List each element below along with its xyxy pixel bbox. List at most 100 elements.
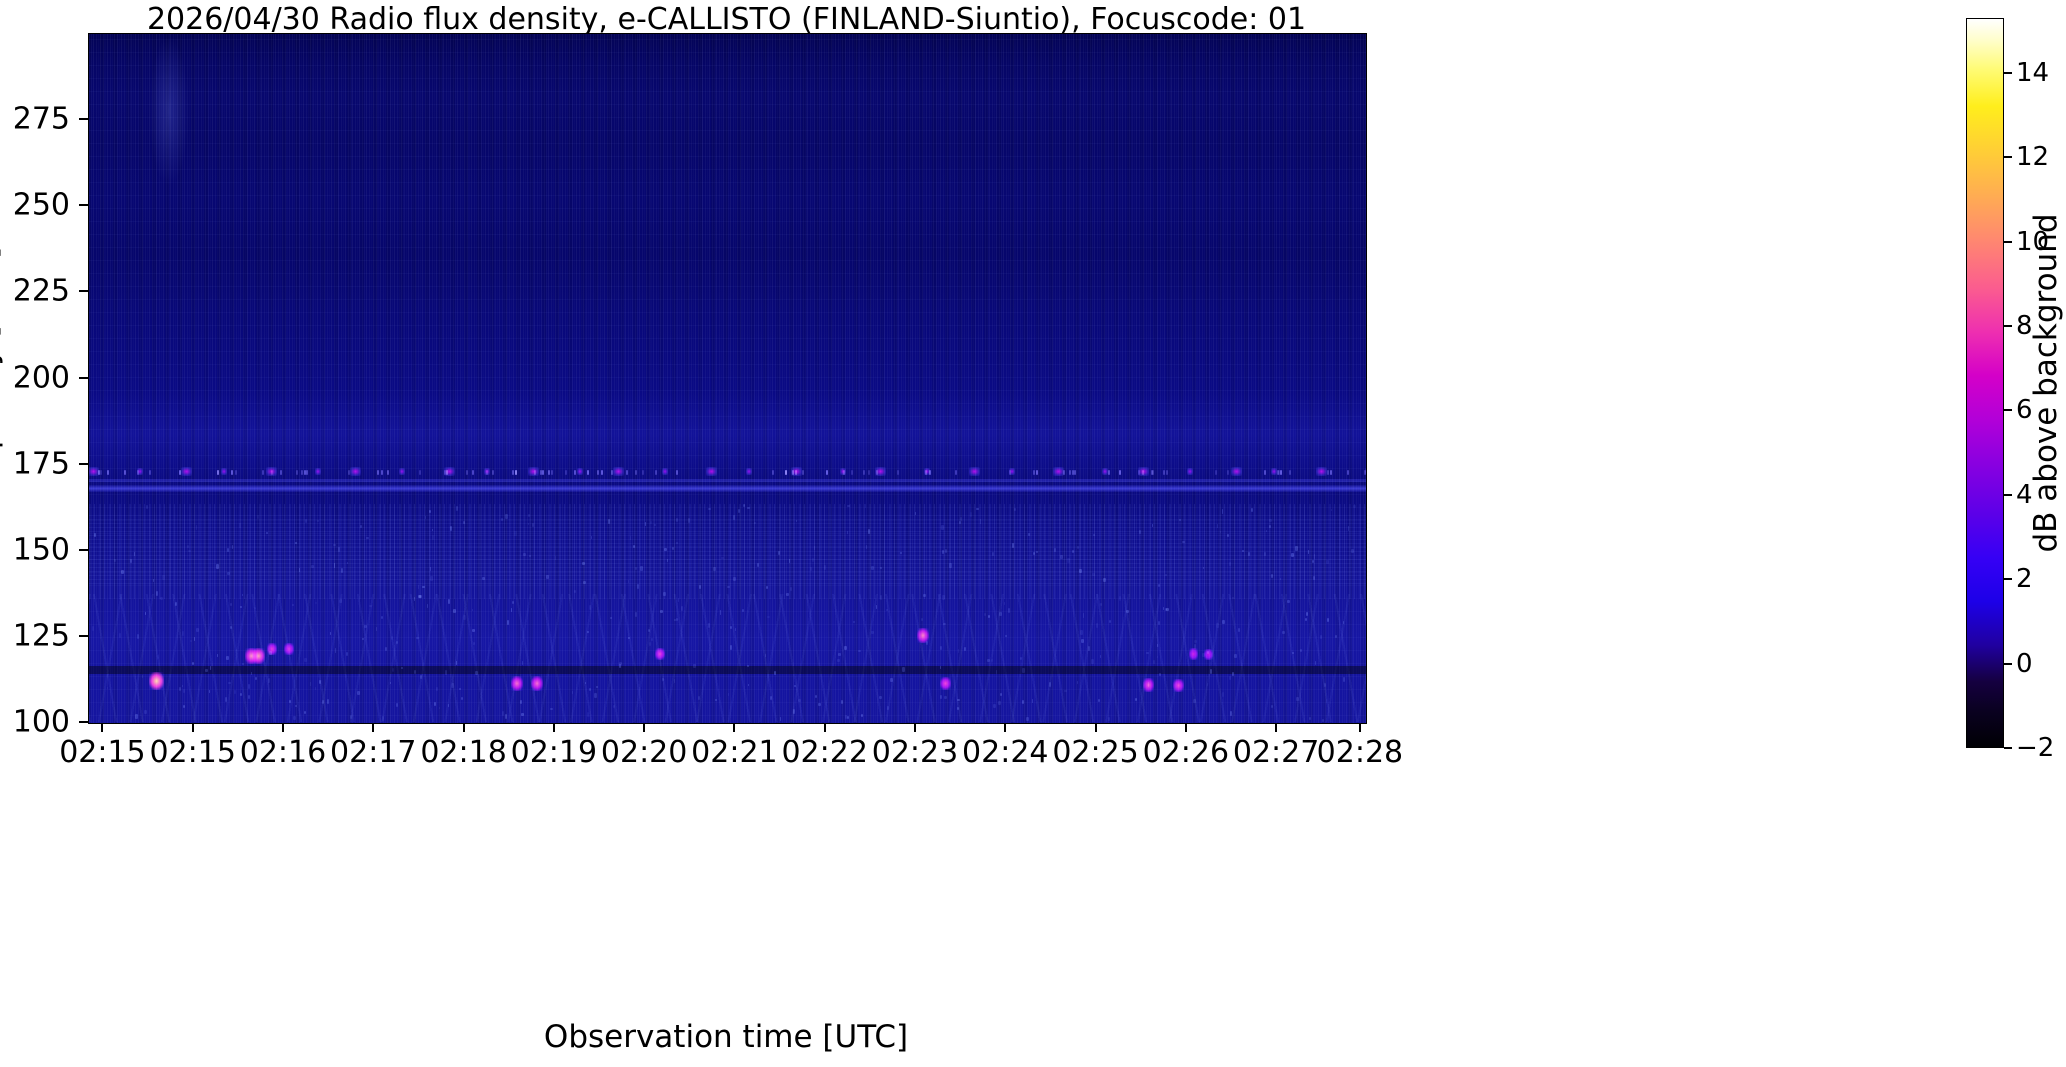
colorbar-tick-label: 14 (2016, 58, 2049, 88)
spectrogram-speckle (1232, 672, 1234, 676)
x-tick-mark (733, 723, 735, 732)
spectrogram-speckle (880, 595, 883, 600)
spectrogram-speckle (293, 716, 295, 720)
spectrogram-speckle (664, 548, 667, 552)
colorbar[interactable] (1966, 18, 2004, 748)
spectrogram-speckle (708, 623, 710, 628)
spectrogram-speckle (858, 650, 861, 653)
spectrogram-speckle (747, 507, 750, 509)
spectrogram-speckle (945, 549, 947, 553)
spectrogram-speckle (1320, 635, 1322, 639)
spectrogram-speckle (838, 653, 840, 656)
spectrogram-burst-blob (1143, 678, 1154, 692)
spectrogram-speckle (1000, 693, 1002, 696)
spectrogram-speckle (1014, 508, 1016, 511)
spectrogram-rfi-line-upper (89, 479, 1366, 482)
spectrogram-speckle (940, 646, 941, 650)
spectrogram-rfi-speckle (381, 470, 383, 475)
spectrogram-speckle (419, 595, 422, 598)
spectrogram-speckle (798, 699, 801, 701)
spectrogram-speckle (357, 691, 360, 695)
spectrogram-speckle (505, 714, 508, 718)
spectrogram-rfi-speckle (897, 470, 899, 475)
spectrogram-burst-blob (1173, 679, 1184, 692)
spectrogram-rfi-dot (662, 468, 668, 475)
spectrogram-speckle (146, 505, 148, 510)
spectrogram-rfi-speckle (655, 470, 657, 475)
spectrogram-plot-area[interactable] (88, 33, 1367, 724)
spectrogram-speckle (234, 690, 235, 695)
spectrogram-rfi-dot (315, 468, 321, 475)
spectrogram-speckle (514, 531, 517, 536)
spectrogram-speckle (1248, 552, 1250, 556)
spectrogram-speckle (589, 605, 591, 610)
spectrogram-rfi-speckle (548, 470, 550, 475)
spectrogram-speckle (868, 529, 870, 533)
spectrogram-rfi-speckle (1138, 470, 1140, 475)
spectrogram-rfi-speckle (795, 470, 797, 475)
spectrogram-speckle (654, 524, 656, 527)
spectrogram-speckle (1022, 700, 1024, 705)
spectrogram-speckle (871, 566, 874, 570)
spectrogram-rfi-dot (613, 467, 624, 476)
spectrogram-speckle (943, 623, 945, 626)
spectrogram-speckle (921, 618, 924, 621)
spectrogram-speckle (1081, 639, 1084, 643)
spectrogram-speckle (92, 626, 95, 631)
spectrogram-speckle (651, 638, 653, 641)
spectrogram-rfi-speckle (1289, 470, 1291, 475)
spectrogram-speckle (583, 581, 585, 584)
spectrogram-speckle (475, 671, 478, 675)
spectrogram-speckle (1222, 620, 1225, 625)
spectrogram-speckle (94, 533, 96, 537)
spectrogram-speckle (390, 682, 391, 684)
spectrogram-dark-stripe (89, 666, 1366, 674)
spectrogram-rfi-speckle (466, 470, 468, 475)
spectrogram-speckle (715, 699, 717, 701)
spectrogram-speckle (786, 593, 789, 596)
y-tick-mark (79, 721, 88, 723)
spectrogram-speckle (350, 715, 352, 718)
spectrogram-rfi-speckle (124, 470, 126, 475)
spectrogram-speckle (574, 590, 576, 593)
spectrogram-rfi-speckle (262, 470, 264, 475)
x-tick-mark (101, 723, 103, 732)
colorbar-gradient (1967, 19, 2003, 747)
spectrogram-rfi-speckle (642, 470, 644, 475)
spectrogram-rfi-speckle (843, 470, 845, 475)
spectrogram-rfi-speckle (1364, 470, 1366, 475)
spectrogram-speckle (591, 536, 592, 539)
spectrogram-speckle (993, 704, 996, 708)
y-tick-label: 275 (0, 102, 70, 137)
y-tick-label: 225 (0, 274, 70, 309)
spectrogram-speckle (532, 523, 533, 527)
spectrogram-speckle (727, 586, 729, 588)
x-tick-mark (914, 723, 916, 732)
spectrogram-speckle (392, 668, 394, 671)
spectrogram-speckle (396, 641, 398, 644)
spectrogram-speckle (295, 705, 297, 708)
spectrogram-speckle (310, 682, 311, 687)
spectrogram-speckle (226, 656, 229, 659)
spectrogram-speckle (730, 626, 732, 629)
spectrogram-speckle (650, 521, 652, 524)
colorbar-tick-mark (2004, 747, 2012, 749)
spectrogram-speckle (391, 636, 393, 640)
spectrogram-speckle (1351, 549, 1354, 554)
spectrogram-rfi-dot (399, 468, 405, 475)
spectrogram-speckle (944, 696, 947, 699)
spectrogram-rfi-speckle (1347, 470, 1349, 475)
spectrogram-rfi-speckle (851, 470, 853, 475)
spectrogram-speckle (248, 695, 249, 699)
colorbar-tick-label: 2 (2016, 564, 2033, 594)
spectrogram-noisy-band-150mhz-overlay (89, 512, 1366, 587)
spectrogram-rfi-speckle (296, 470, 298, 475)
spectrogram-speckle (227, 548, 229, 552)
spectrogram-rfi-speckle (1119, 470, 1121, 475)
spectrogram-speckle (635, 612, 637, 617)
spectrogram-speckle (1139, 530, 1141, 535)
spectrogram-burst-blob (1189, 648, 1198, 660)
spectrogram-speckle (594, 693, 596, 697)
spectrogram-burst-blob (655, 648, 665, 661)
spectrogram-rfi-speckle (1151, 470, 1153, 475)
